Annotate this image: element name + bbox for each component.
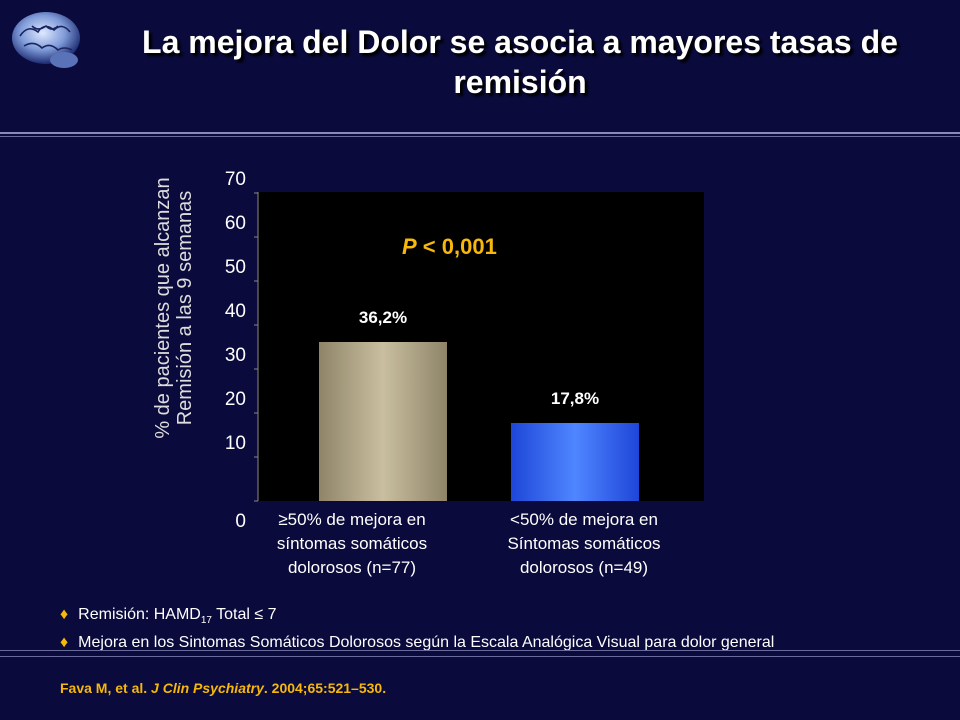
title-line-2: remisión [453, 64, 587, 100]
p-value-annotation: P < 0,001 [402, 234, 497, 260]
y-tick-label: 0 [235, 511, 246, 532]
category-label-line: ≥50% de mejora en [278, 510, 426, 529]
title-divider [0, 132, 960, 134]
citation-authors: Fava M, et al. [60, 680, 152, 696]
footnote-remission: ♦ Remisión: HAMD17 Total ≤ 7 [60, 604, 774, 632]
bullet-diamond-icon: ♦ [60, 606, 69, 623]
y-tick-label: 30 [224, 345, 246, 366]
category-label-line: dolorosos (n=77) [287, 558, 417, 577]
y-tick-label: 60 [224, 213, 246, 234]
y-tick-label: 40 [224, 301, 246, 322]
data-label-2: 17,8% [550, 388, 600, 408]
y-tick-label: 10 [224, 433, 246, 454]
y-axis-label-line-1: % de pacientes que alcanzan [152, 177, 174, 439]
footnote-pain-improvement: ♦ Mejora en los Sintomas Somáticos Doloro… [60, 632, 774, 654]
y-tick-label: 50 [224, 257, 246, 278]
p-value-text: < 0,001 [416, 234, 497, 259]
footnote-remission-pre: Remisión: HAMD [78, 606, 201, 623]
y-axis-label-line-2: Remisión a las 9 semanas [174, 190, 196, 426]
bar-1 [319, 341, 447, 501]
p-value-italic: P [402, 234, 417, 259]
category-label-line: <50% de mejora en [510, 510, 658, 529]
y-axis-label: % de pacientes que alcanzan Remisión a l… [152, 128, 196, 488]
footnotes: ♦ Remisión: HAMD17 Total ≤ 7 ♦ Mejora en l… [60, 604, 774, 654]
notes-divider [0, 650, 960, 651]
brain-logo-icon [12, 12, 80, 68]
citation-journal: J Clin Psychiatry [151, 680, 264, 696]
category-label-line: dolorosos (n=49) [519, 558, 649, 577]
category-label-line: síntomas somáticos [276, 534, 428, 553]
title-line-1: La mejora del Dolor se asocia a mayores … [142, 24, 898, 60]
title-divider-shadow [0, 136, 960, 137]
footnote-remission-post: Total ≤ 7 [211, 606, 277, 623]
slide-title: La mejora del Dolor se asocia a mayores … [110, 22, 930, 102]
y-tick-label: 70 [224, 169, 246, 190]
footnote-pain-text: Mejora en los Sintomas Somáticos Doloros… [78, 634, 775, 652]
bullet-diamond-icon: ♦ [60, 634, 69, 652]
footnote-remission-sub: 17 [200, 615, 212, 627]
category-label-1: ≥50% de mejora en síntomas somáticos dolor… [242, 508, 462, 580]
notes-divider-2 [0, 656, 960, 657]
citation: Fava M, et al. J Clin Psychiatry. 2004;6… [60, 680, 386, 696]
bar-2 [511, 422, 639, 501]
category-label-line: Síntomas somáticos [507, 534, 661, 553]
citation-details: . 2004;65:521–530. [263, 680, 387, 696]
category-label-2: <50% de mejora en Síntomas somáticos dolor… [474, 508, 694, 580]
y-tick-label: 20 [224, 389, 246, 410]
data-label-1: 36,2% [358, 307, 408, 327]
